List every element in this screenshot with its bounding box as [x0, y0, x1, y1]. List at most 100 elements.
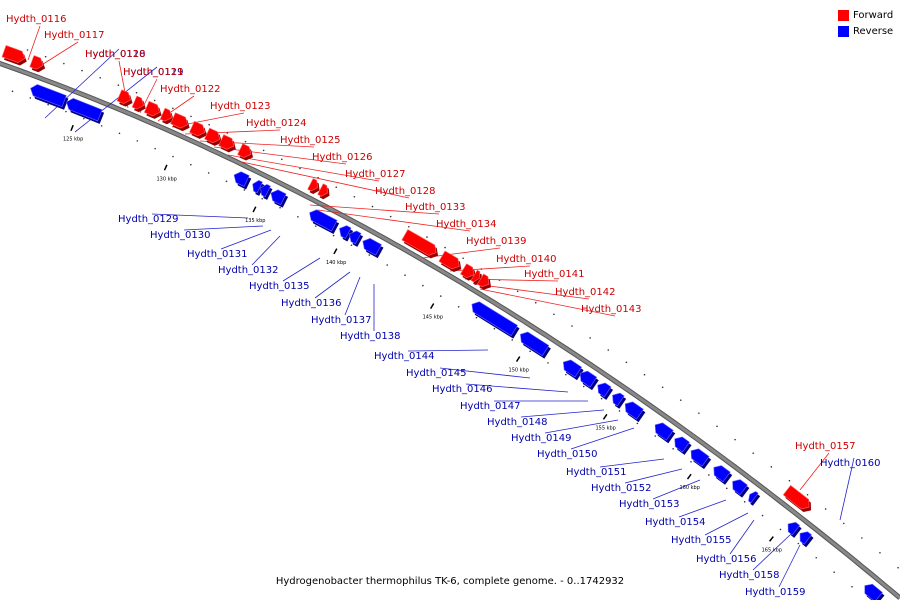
gene-label: Hydth_0158 — [719, 570, 780, 581]
reverse-gene-arrow — [66, 97, 103, 122]
scale-dot — [493, 327, 496, 330]
scale-dot — [636, 422, 639, 425]
scale-label: 130 kbp — [156, 176, 176, 182]
gene-label: Hydth_0119 — [123, 67, 184, 78]
scale-dot — [29, 97, 32, 99]
forward-gene-arrow — [470, 269, 481, 283]
gene-label: Hydth_0129 — [118, 214, 179, 225]
gene-label: Hydth_0137 — [311, 315, 372, 326]
reverse-gene-arrow — [732, 479, 748, 496]
reverse-gene-arrow — [674, 436, 690, 453]
scale-dot — [350, 244, 353, 247]
scale-dot — [299, 167, 301, 170]
gene-label: Hydth_0145 — [406, 368, 467, 379]
label-leader — [27, 25, 41, 61]
scale-dot — [734, 438, 736, 441]
scale-dot — [408, 225, 410, 228]
scale-dot — [44, 55, 47, 58]
scale-dot — [851, 585, 853, 588]
scale-tick — [252, 206, 257, 213]
label-leader — [624, 468, 683, 484]
scale-dot — [100, 125, 103, 127]
gene-label: Hydth_0146 — [432, 384, 493, 395]
scale-dot — [225, 180, 228, 183]
backbone-line — [0, 61, 900, 600]
gene-label: Hydth_0150 — [537, 449, 598, 460]
scale-label: 125 kbp — [63, 137, 83, 143]
legend-label-reverse: Reverse — [853, 26, 894, 37]
label-leader — [752, 534, 791, 571]
gene-label: Hydth_0132 — [218, 265, 279, 276]
scale-dot — [529, 350, 531, 353]
forward-gene-arrow — [1, 45, 26, 63]
label-leader — [282, 257, 321, 282]
scale-dot — [643, 373, 646, 376]
label-leader — [151, 213, 249, 219]
backbone-layer — [0, 60, 900, 600]
scale-tick — [429, 303, 435, 310]
scale-dot — [661, 386, 664, 389]
reverse-gene-arrow — [562, 359, 583, 378]
scale-dot — [534, 301, 537, 304]
scale-tick — [602, 413, 608, 420]
gene-label: Hydth_0141 — [524, 269, 585, 280]
label-leader — [39, 41, 79, 67]
gene-label: Hydth_0121 — [123, 67, 184, 78]
scale-dot — [897, 566, 899, 569]
label-leader — [599, 458, 665, 468]
forward-gene-arrow — [237, 143, 252, 158]
reverse-gene-arrow — [520, 331, 550, 357]
reverse-gene-arrow — [252, 180, 263, 194]
scale-dot — [824, 508, 827, 510]
scale-dot — [743, 501, 746, 503]
backbone-shadow — [0, 60, 900, 600]
label-leader — [407, 349, 489, 352]
scale-dot — [190, 115, 192, 118]
label-leader — [220, 229, 272, 250]
scale-dot — [118, 132, 121, 135]
scale-dot — [607, 349, 610, 351]
label-leader — [309, 204, 440, 215]
scale-dot — [172, 155, 174, 158]
scale-dot — [65, 110, 67, 113]
scale-tick — [515, 356, 521, 362]
scale-dot — [475, 316, 478, 319]
scale-dot — [99, 76, 101, 79]
scale-dot — [708, 474, 710, 476]
label-leader — [520, 409, 605, 418]
label-leader — [799, 452, 830, 491]
forward-gene-arrow — [476, 273, 490, 288]
scale-dot — [117, 84, 120, 86]
gene-label: Hydth_0128 — [375, 186, 436, 197]
label-leader — [778, 544, 801, 588]
scale-label: 150 kbp — [509, 368, 529, 374]
label-leader — [314, 271, 351, 299]
gene-label: Hydth_0151 — [566, 467, 627, 478]
label-leader — [183, 225, 264, 231]
label-leader — [465, 383, 569, 393]
scale-dot — [136, 140, 139, 142]
legend-item-forward: Forward — [838, 9, 893, 22]
gene-label: Hydth_0136 — [281, 298, 342, 309]
scale-dot — [516, 290, 519, 293]
scale-dot — [47, 103, 49, 106]
scale-dot — [752, 452, 755, 454]
gene-label: Hydth_0152 — [591, 483, 652, 494]
gene-label: Hydth_0122 — [160, 84, 221, 95]
scale-dot — [280, 158, 283, 161]
gene-label: Hydth_0140 — [496, 254, 557, 265]
gene-label: Hydth_0118 — [85, 49, 146, 60]
gene-label: Hydth_0155 — [671, 535, 732, 546]
scale-dot — [770, 466, 773, 468]
forward-gene-arrow — [116, 89, 131, 104]
forward-gene-arrow — [159, 107, 173, 122]
scale-dot — [788, 479, 791, 482]
label-leader — [74, 66, 158, 133]
scale-tick — [686, 473, 692, 480]
reverse-gene-arrow — [362, 238, 382, 256]
legend-item-reverse: Reverse — [838, 25, 893, 38]
scale-dot — [63, 62, 65, 65]
label-leader — [251, 235, 281, 266]
scale-dot — [262, 149, 265, 152]
